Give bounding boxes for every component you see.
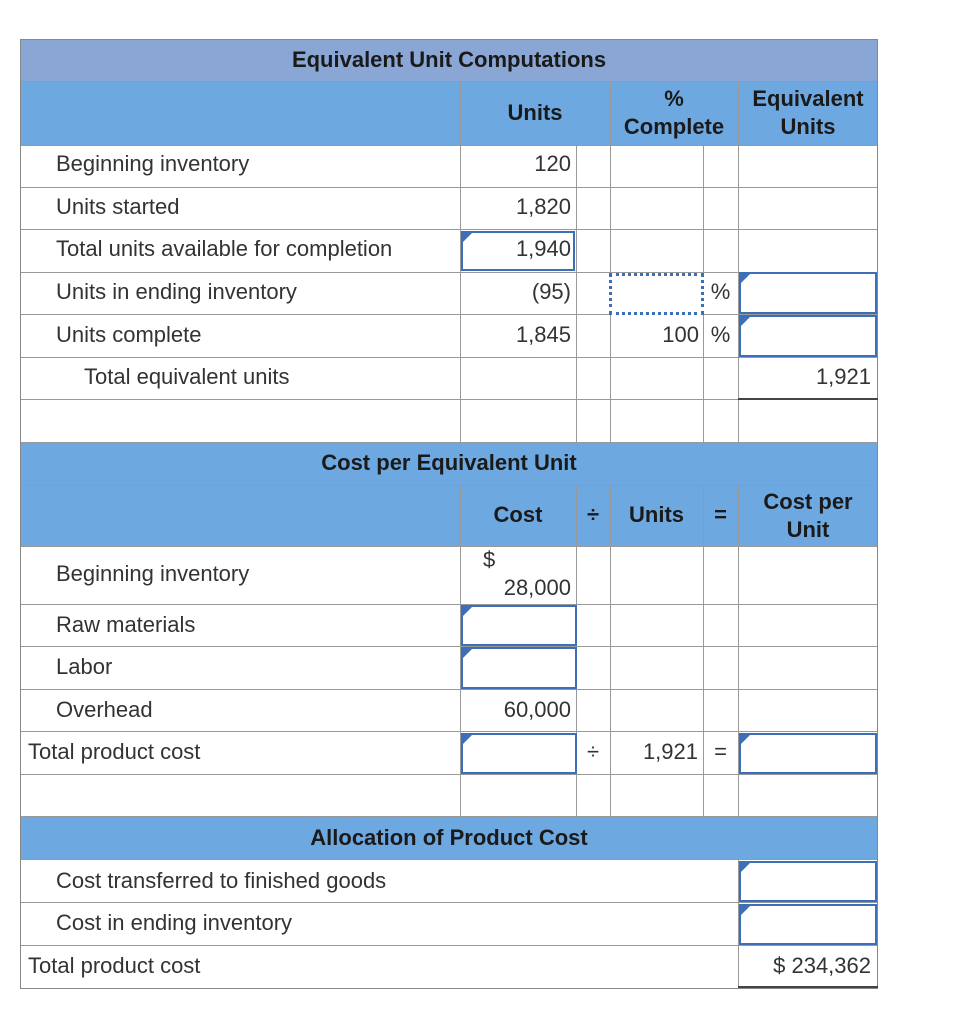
divider bbox=[738, 486, 739, 817]
col-header-cost: Cost bbox=[493, 502, 543, 527]
label-overhead: Overhead bbox=[56, 697, 153, 722]
divider bbox=[738, 82, 739, 443]
labor-cost-input[interactable] bbox=[461, 647, 577, 689]
col-header-pct-symbol: % bbox=[664, 86, 684, 111]
row-units-ending-inventory bbox=[20, 273, 878, 315]
row-overhead bbox=[20, 690, 878, 732]
divide-sign: ÷ bbox=[586, 739, 600, 764]
col-header-units: Units bbox=[507, 100, 563, 125]
col-header-units-2: Units bbox=[629, 502, 684, 527]
pct-sign-ending: % bbox=[710, 279, 731, 304]
input-marker-icon bbox=[740, 316, 751, 327]
label-cost-transferred: Cost transferred to finished goods bbox=[56, 868, 387, 893]
total-units-available-field[interactable] bbox=[461, 231, 575, 271]
row-beginning-inventory bbox=[20, 146, 878, 188]
divider bbox=[703, 486, 704, 817]
label-units-complete: Units complete bbox=[56, 322, 202, 347]
row-units-started bbox=[20, 188, 878, 230]
label-units-ending-inventory: Units in ending inventory bbox=[56, 279, 297, 304]
pct-complete-value: 100 bbox=[662, 322, 699, 347]
col-header-complete: Complete bbox=[623, 114, 725, 139]
raw-materials-cost-input[interactable] bbox=[461, 605, 577, 646]
label-beginning-inventory: Beginning inventory bbox=[56, 151, 250, 176]
total-units-value: 1,921 bbox=[642, 739, 698, 764]
row-units-complete bbox=[20, 315, 878, 358]
alloc-total-underline bbox=[738, 986, 878, 988]
row-cost-transferred bbox=[20, 860, 878, 903]
units-complete-value: 1,845 bbox=[515, 322, 571, 347]
row-total-equivalent-units bbox=[20, 358, 878, 400]
cost-worksheet: Equivalent Unit Computations Units % Com… bbox=[20, 39, 878, 989]
row-labor bbox=[20, 647, 878, 690]
equiv-units-complete-input[interactable] bbox=[739, 315, 877, 357]
input-marker-icon bbox=[462, 606, 473, 617]
total-product-cost-input[interactable] bbox=[461, 733, 577, 774]
col-header-equals: = bbox=[714, 502, 727, 527]
input-marker-icon bbox=[740, 862, 751, 873]
units-ending-inventory: (95) bbox=[531, 279, 571, 304]
units-total-available: 1,940 bbox=[515, 236, 571, 261]
input-marker-icon bbox=[740, 905, 751, 916]
row-cost-beginning bbox=[20, 547, 878, 605]
divider bbox=[460, 486, 461, 817]
equals-sign: = bbox=[714, 739, 727, 764]
label-cost-ending-inventory: Cost in ending inventory bbox=[56, 910, 293, 935]
dollar-sign: $ bbox=[483, 547, 496, 572]
col-header-cost-per: Cost per bbox=[763, 489, 853, 514]
equiv-units-ending-input[interactable] bbox=[739, 272, 877, 314]
input-marker-icon bbox=[462, 232, 473, 243]
cost-title-row bbox=[20, 443, 878, 486]
pct-complete-ending-input[interactable] bbox=[609, 273, 704, 315]
label-units-started: Units started bbox=[56, 194, 180, 219]
label-total-units-available: Total units available for completion bbox=[56, 236, 393, 261]
divider bbox=[460, 82, 461, 443]
divider bbox=[610, 486, 611, 817]
total-equivalent-units-value: 1,921 bbox=[815, 364, 871, 389]
label-total-product-cost: Total product cost bbox=[28, 739, 201, 764]
overhead-cost-value: 60,000 bbox=[503, 697, 571, 722]
cost-per-unit-input[interactable] bbox=[739, 733, 877, 774]
label-total-equivalent-units: Total equivalent units bbox=[84, 364, 290, 389]
cost-title: Cost per Equivalent Unit bbox=[321, 450, 577, 475]
row-spacer-1 bbox=[20, 400, 878, 443]
units-beginning-inventory: 120 bbox=[534, 151, 571, 176]
input-marker-icon bbox=[462, 648, 473, 659]
divider bbox=[610, 82, 611, 146]
col-header-equivalent-units: Units bbox=[780, 114, 836, 139]
col-header-equivalent: Equivalent bbox=[752, 86, 864, 111]
row-cost-ending-inventory bbox=[20, 903, 878, 946]
label-raw-materials: Raw materials bbox=[56, 612, 196, 637]
cost-transferred-input[interactable] bbox=[739, 861, 877, 902]
input-marker-icon bbox=[740, 273, 751, 284]
alloc-total-value: $ 234,362 bbox=[773, 953, 871, 978]
divider bbox=[576, 146, 577, 443]
row-total-product-cost bbox=[20, 732, 878, 775]
col-header-cost-per-unit: Unit bbox=[786, 517, 830, 542]
equiv-title: Equivalent Unit Computations bbox=[291, 47, 607, 72]
row-raw-materials bbox=[20, 605, 878, 647]
label-labor: Labor bbox=[56, 654, 113, 679]
units-started-value: 1,820 bbox=[515, 194, 571, 219]
pct-sign-complete: % bbox=[710, 322, 731, 347]
total-underline bbox=[738, 398, 878, 400]
equiv-header-row bbox=[20, 82, 878, 146]
label-cost-beginning-inventory: Beginning inventory bbox=[56, 561, 250, 586]
row-spacer-2 bbox=[20, 775, 878, 817]
divider bbox=[738, 860, 739, 989]
equiv-title-row bbox=[20, 39, 878, 82]
alloc-title: Allocation of Product Cost bbox=[310, 825, 588, 850]
cost-header-row bbox=[20, 486, 878, 547]
row-total-units-available bbox=[20, 230, 878, 273]
input-marker-icon bbox=[740, 734, 751, 745]
col-header-divide: ÷ bbox=[586, 502, 600, 527]
cost-beginning-inventory-value: 28,000 bbox=[503, 575, 571, 600]
cost-ending-inventory-input[interactable] bbox=[739, 904, 877, 945]
alloc-title-row bbox=[20, 817, 878, 860]
input-marker-icon bbox=[462, 734, 473, 745]
label-alloc-total-product-cost: Total product cost bbox=[28, 953, 201, 978]
